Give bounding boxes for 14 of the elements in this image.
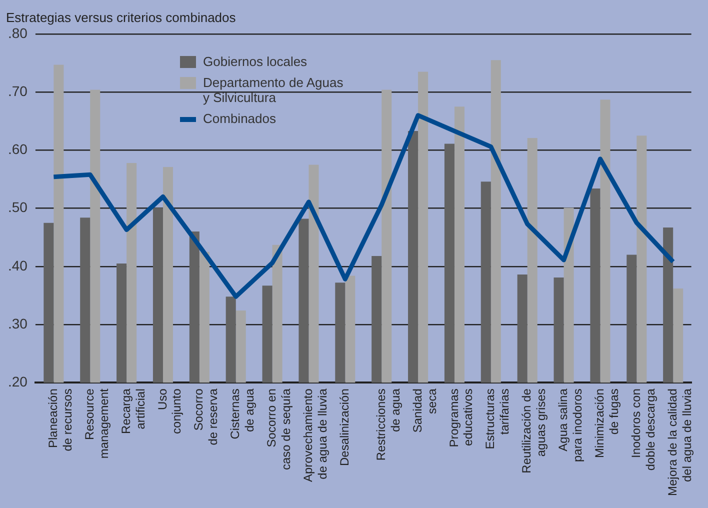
chart-title: Estrategias versus criterios combinados xyxy=(6,10,236,25)
x-tick-label: Planeación de recursos xyxy=(46,388,74,452)
y-tick-label: .30 xyxy=(8,315,28,332)
legend-label: Departamento de Aguas y Silvicultura xyxy=(203,75,344,105)
x-tick-label: Desalinización xyxy=(337,388,352,466)
legend-label: Gobiernos locales xyxy=(203,54,308,69)
y-tick-label: .60 xyxy=(8,141,28,158)
y-tick-label: .50 xyxy=(8,199,28,216)
x-tick-label: Restricciones de agua xyxy=(374,388,402,461)
y-tick-label: .70 xyxy=(8,82,28,99)
y-tick-label: .80 xyxy=(8,24,28,41)
y-tick-label: .40 xyxy=(8,257,28,274)
legend-label: Combinados xyxy=(203,111,276,126)
y-tick-label: .20 xyxy=(8,373,28,390)
